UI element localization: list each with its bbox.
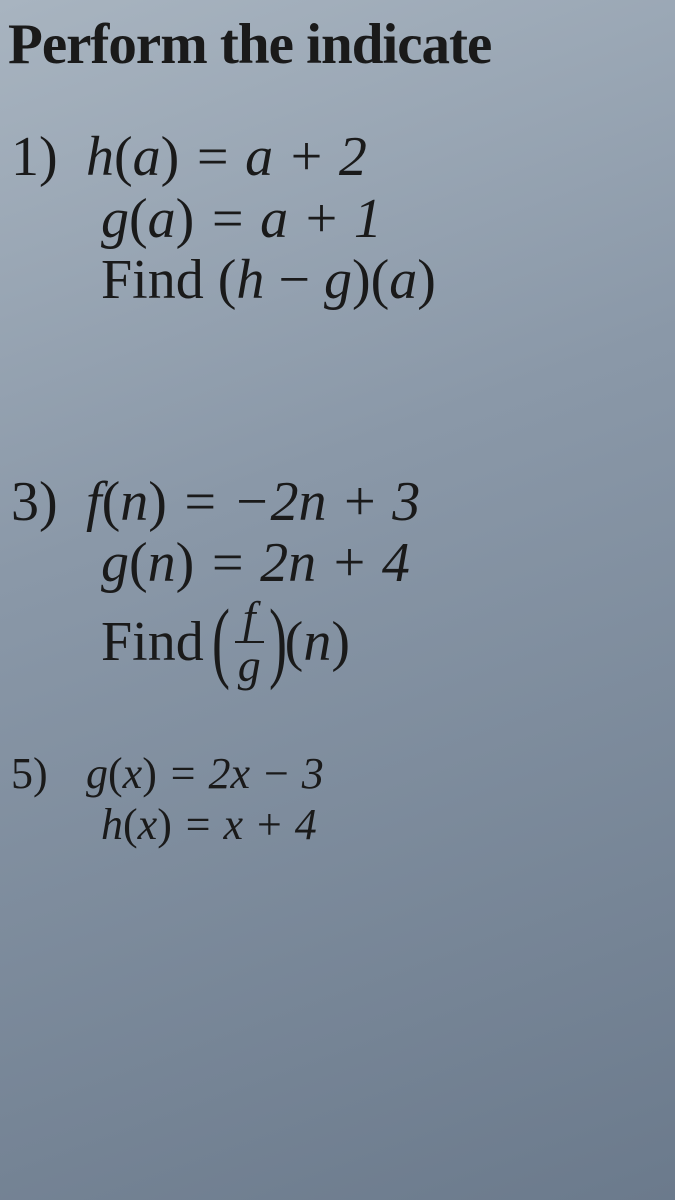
find-arg: a <box>389 249 417 311</box>
problem-5-line-1: 5)g(x) = 2x − 3 <box>11 749 675 800</box>
function-name: h <box>86 126 114 188</box>
function-name: g <box>101 188 129 250</box>
find-arg: n <box>303 611 331 673</box>
find-left: h <box>236 249 264 311</box>
function-arg: n <box>148 532 176 594</box>
problem-number: 5) <box>11 749 86 800</box>
problem-3: 3)f(n) = −2n + 3 g(n) = 2n + 4 Find ( f … <box>11 472 675 689</box>
rhs: = 2n + 4 <box>208 532 410 594</box>
function-arg: a <box>133 126 161 188</box>
fraction-group: ( f g ) <box>214 595 285 689</box>
problem-3-line-1: 3)f(n) = −2n + 3 <box>11 472 675 534</box>
problem-1: 1)h(a) = a + 2 g(a) = a + 1 Find (h − g)… <box>11 127 675 312</box>
problem-3-line-2: g(n) = 2n + 4 <box>101 533 675 595</box>
problem-5-line-2: h(x) = x + 4 <box>101 800 675 851</box>
find-right: g <box>324 249 352 311</box>
function-name: g <box>86 749 108 798</box>
function-arg: n <box>120 471 148 533</box>
rhs: = a + 2 <box>193 126 367 188</box>
fraction: f g <box>230 595 269 689</box>
rhs: = −2n + 3 <box>181 471 420 533</box>
rhs: = 2x − 3 <box>168 749 324 798</box>
find-arg-group: (n) <box>285 610 350 674</box>
worksheet-heading: Perform the indicate <box>8 12 675 77</box>
paren-open-icon: ( <box>212 606 230 678</box>
problem-1-line-2: g(a) = a + 1 <box>101 189 675 251</box>
problem-5: 5)g(x) = 2x − 3 h(x) = x + 4 <box>11 749 675 850</box>
find-label: Find <box>101 610 204 674</box>
problem-number: 3) <box>11 472 86 534</box>
function-arg: x <box>123 749 143 798</box>
problem-1-find: Find (h − g)(a) <box>101 250 675 312</box>
problem-number: 1) <box>11 127 86 189</box>
rhs: = a + 1 <box>208 188 382 250</box>
fraction-numerator: f <box>235 595 264 643</box>
function-name: f <box>86 471 102 533</box>
function-name: g <box>101 532 129 594</box>
problem-1-line-1: 1)h(a) = a + 2 <box>11 127 675 189</box>
problem-3-find: Find ( f g ) (n) <box>101 595 675 689</box>
function-arg: x <box>138 800 158 849</box>
find-label: Find <box>101 249 218 311</box>
function-name: h <box>101 800 123 849</box>
function-arg: a <box>148 188 176 250</box>
paren-close-icon: ) <box>269 606 287 678</box>
find-op: − <box>264 249 324 311</box>
fraction-denominator: g <box>230 643 269 689</box>
rhs: = x + 4 <box>183 800 317 849</box>
